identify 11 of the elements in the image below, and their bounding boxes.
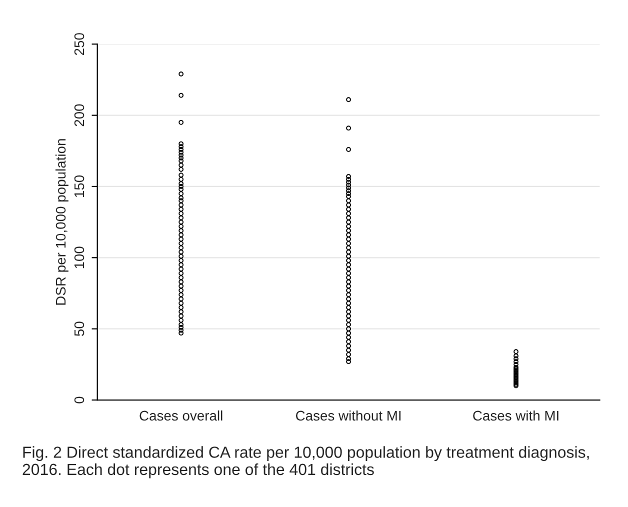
y-tick-label: 200 [74, 104, 84, 126]
caption: Fig. 2 Direct standardized CA rate per 10,000 population by treatment diagnosis, 2016. Each dot represents one of the 401 districts [22, 446, 589, 478]
y-tick-label: 150 [74, 175, 84, 197]
y-tick-label: 50 [74, 322, 84, 336]
y-tick-label: 100 [74, 246, 84, 268]
x-tick-label: Cases overall [140, 410, 222, 421]
x-tick-label: Cases without MI [296, 410, 401, 421]
y-tick-label: 250 [74, 33, 84, 55]
y-axis-title: DSR per 10,000 population [55, 139, 68, 305]
x-tick-label: Cases with MI [473, 410, 558, 421]
y-tick-label: 0 [74, 396, 84, 404]
